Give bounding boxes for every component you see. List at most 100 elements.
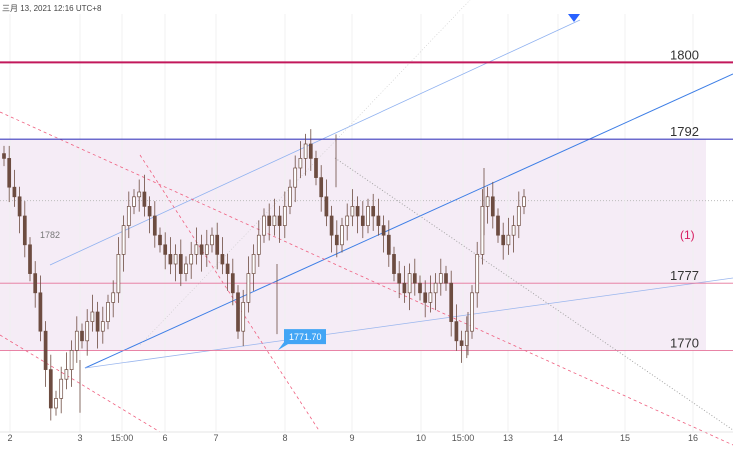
candle-body xyxy=(360,215,365,226)
candle-body xyxy=(444,273,448,284)
candle-body xyxy=(204,244,209,255)
trendline-red-dashed-3[interactable] xyxy=(139,154,321,433)
candle-body xyxy=(303,143,308,159)
candle-body xyxy=(43,330,48,370)
candle-body xyxy=(397,273,402,284)
candle xyxy=(501,222,506,260)
candle-body xyxy=(90,311,95,322)
candle-body xyxy=(2,153,6,159)
candle-body xyxy=(449,282,454,322)
candle-body xyxy=(220,254,225,265)
candle-body xyxy=(475,254,480,294)
candle xyxy=(168,237,173,275)
candle xyxy=(397,261,402,299)
x-tick-label: 16 xyxy=(688,433,698,443)
candle xyxy=(288,179,292,215)
candle xyxy=(215,222,220,270)
x-tick-label: 14 xyxy=(553,433,563,443)
x-tick-label: 15:00 xyxy=(452,433,475,443)
candle xyxy=(241,289,246,347)
candle-body xyxy=(85,321,90,342)
candle-body xyxy=(54,398,58,409)
candle xyxy=(470,285,474,339)
candle xyxy=(64,352,69,390)
price-callout[interactable]: 1771.70 xyxy=(278,329,326,351)
candle xyxy=(2,145,6,167)
trendline-lower-blue[interactable] xyxy=(84,277,733,369)
candle xyxy=(308,129,313,171)
candle-body xyxy=(116,254,121,294)
x-tick-label: 3 xyxy=(77,433,82,443)
candle-body xyxy=(69,350,74,370)
candle-body xyxy=(267,215,272,226)
candle-body xyxy=(293,167,298,188)
candle-body xyxy=(22,215,27,246)
price-callout-box xyxy=(278,329,326,351)
candle xyxy=(59,366,64,414)
candle-body xyxy=(184,263,188,274)
x-tick-label: 7 xyxy=(213,433,218,443)
candle xyxy=(54,390,58,416)
candle xyxy=(43,321,48,387)
candle-body xyxy=(392,254,396,274)
candle xyxy=(236,285,240,339)
candle xyxy=(475,241,480,308)
candle-body xyxy=(282,206,287,226)
candle xyxy=(173,244,178,282)
candle-body xyxy=(340,225,344,246)
candle xyxy=(366,198,370,234)
candle-body xyxy=(501,234,506,246)
candle-body xyxy=(178,254,183,274)
candle xyxy=(506,217,511,255)
candle-body xyxy=(168,254,173,265)
candle-body xyxy=(147,206,152,217)
trendline-red-dashed-1[interactable] xyxy=(0,111,733,446)
candle xyxy=(428,275,433,313)
level-label-1800: 1800 xyxy=(670,47,699,62)
trendline-support-blue[interactable] xyxy=(84,73,733,369)
candle-body xyxy=(132,196,136,207)
candle xyxy=(371,193,376,231)
candle xyxy=(33,261,38,308)
candle-body xyxy=(230,273,235,294)
candle-body xyxy=(350,206,355,217)
candle xyxy=(454,304,459,351)
candle-body xyxy=(516,206,521,226)
candle xyxy=(199,234,204,272)
candle-body xyxy=(418,282,422,294)
candle xyxy=(516,191,521,239)
x-tick-label: 2 xyxy=(7,433,12,443)
candle xyxy=(485,186,490,224)
triangle-marker-icon xyxy=(568,14,580,22)
candle xyxy=(111,280,116,318)
candle-body xyxy=(288,186,292,207)
candle xyxy=(85,309,90,356)
candle-body xyxy=(376,215,381,226)
candle-body xyxy=(137,191,142,198)
candle xyxy=(152,201,157,248)
candle-body xyxy=(121,225,126,255)
candle xyxy=(407,263,412,311)
candle xyxy=(511,215,516,253)
candle-body xyxy=(100,321,105,332)
candle-body xyxy=(324,196,329,217)
x-tick-label: 15:00 xyxy=(111,433,134,443)
trendline-red-dashed-2[interactable] xyxy=(0,334,161,433)
candle-body xyxy=(470,292,474,332)
candle-body xyxy=(402,282,407,294)
candle xyxy=(329,205,334,253)
trendline-upper-blue[interactable] xyxy=(49,19,581,266)
candle-body xyxy=(199,244,204,255)
candle-body xyxy=(298,158,303,169)
candle xyxy=(350,189,355,227)
price-callout-label: 1771.70 xyxy=(289,332,322,342)
chart-timestamp: 三月 13, 2021 12:16 UTC+8 xyxy=(2,4,102,13)
candle-body xyxy=(319,177,324,198)
candle-body xyxy=(262,215,266,236)
candle-body xyxy=(236,292,240,332)
candle-body xyxy=(126,206,131,226)
candle xyxy=(106,294,110,330)
candle xyxy=(17,186,22,234)
